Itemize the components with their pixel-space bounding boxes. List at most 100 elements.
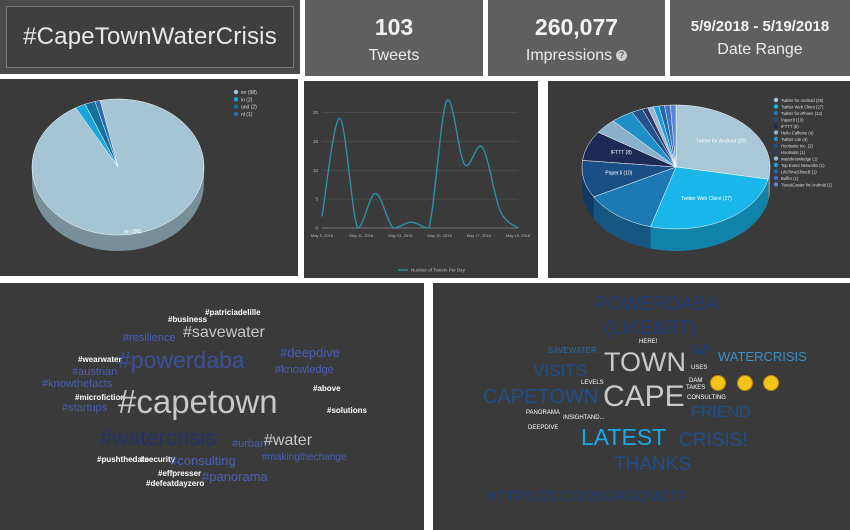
- word-word: DEEPDIVE: [528, 425, 559, 431]
- source-legend-label: Hootsuite Inc. (2): [781, 144, 813, 149]
- language-legend-marker: [233, 111, 239, 117]
- hashtag-word: #savewater: [183, 324, 265, 341]
- source-slice-label: Paper.li (10): [605, 171, 632, 177]
- word-word: USES: [691, 365, 708, 371]
- language-pie-chart: en (98)in (2)und (2)nl (1)en (98): [31, 89, 257, 251]
- hashtag-word: #watercrisis: [100, 425, 217, 450]
- source-legend-marker: [773, 162, 779, 168]
- hashtag-cloud: #patriciadelille #business #resilience #sav…: [0, 283, 424, 530]
- word-word: SAVEWATER: [548, 346, 597, 355]
- word-word: HTTPS://T.CO/26GAGQM2TF: [486, 488, 687, 505]
- word-word: VISITS: [533, 361, 587, 380]
- language-legend-label: und (2): [241, 105, 257, 111]
- hashtag-word: #security: [140, 455, 176, 464]
- source-slice-label: Twitter for Android (29): [696, 139, 747, 145]
- laughing-emoji-icon: [737, 375, 753, 391]
- source-pie-side: [582, 167, 594, 219]
- source-pie-slice: [669, 104, 677, 168]
- word-cloud-panel: POWERDABA (LIKE&RT) HERE! SAVEWATER TOWN W/WA…: [433, 283, 850, 530]
- source-pie-side: [650, 179, 769, 251]
- hashtag-word: #above: [313, 384, 341, 393]
- language-legend-label: nl (1): [241, 112, 253, 118]
- tweets-label: Tweets: [368, 47, 420, 64]
- word-word: CAPETOWN: [483, 386, 599, 408]
- help-icon[interactable]: ?: [616, 50, 628, 62]
- hashtag-word: #powerdaba: [118, 347, 245, 373]
- word-word: W/: [691, 342, 711, 359]
- source-legend-label: Twitter for Android (29): [781, 98, 824, 103]
- impressions-card: 260,077 Impressions?: [488, 0, 665, 76]
- language-legend-label: en (98): [241, 90, 257, 96]
- line-x-tick: May 11, 2018: [349, 233, 374, 238]
- source-legend-marker: [773, 175, 779, 181]
- hashtag-word: #startups: [62, 402, 108, 414]
- source-legend-label: waterknowledge (1): [781, 157, 818, 162]
- language-pie-side: [32, 167, 204, 251]
- word-word: PANORAMA: [526, 410, 560, 416]
- source-pie-slice: [675, 104, 771, 180]
- source-legend-marker: [773, 149, 779, 155]
- word-word: LATEST: [581, 424, 667, 450]
- hashtag-word: #defeatdayzero: [146, 479, 205, 488]
- hashtag-word: #resilience: [123, 332, 176, 344]
- hashtag-word: #austrian: [72, 366, 118, 378]
- hashtag-word: #consulting: [170, 453, 236, 468]
- source-legend-label: Twitter for iPhone (13): [781, 111, 823, 116]
- hashtag-panel: #CapeTownWaterCrisis: [0, 0, 300, 74]
- tweets-per-day-chart: 0 5 10 15 20 May 9, 2018 May 11, 2018 May 13, 2…: [311, 99, 531, 273]
- laughing-emoji-icon: [763, 375, 779, 391]
- source-legend-marker: [773, 123, 779, 129]
- word-word: TAKES: [686, 385, 706, 391]
- word-word: CRISIS!: [679, 430, 748, 451]
- source-pie-slice: [593, 166, 677, 227]
- source-legend-marker: [773, 117, 779, 122]
- source-legend-marker: [773, 143, 779, 148]
- line-y-tick: 0: [315, 226, 318, 231]
- word-word: (LIKE&RT): [605, 318, 697, 339]
- date-range-label: Date Range: [717, 41, 803, 58]
- language-legend-marker: [233, 89, 239, 95]
- source-legend-label: IFTTT (8): [781, 124, 799, 129]
- tweets-per-day-panel: 0 5 10 15 20 May 9, 2018 May 11, 2018 May 13, 2…: [304, 81, 538, 278]
- date-range-value: 5/9/2018 - 5/19/2018: [690, 18, 830, 35]
- impressions-label-row: Impressions?: [488, 47, 665, 65]
- language-slice-label: en (98): [124, 229, 142, 235]
- hashtag-word: #makingthechange: [262, 452, 347, 463]
- word-word: TOWN: [604, 347, 686, 377]
- line-x-tick: May 19, 2018: [506, 233, 531, 238]
- hashtag-word: #knowledge: [275, 364, 334, 376]
- language-pie-panel: en (98) in (2) und (2) nl (1) en (98): [0, 79, 298, 276]
- hashtag-cloud-panel: #patriciadelille #business #resilience #sav…: [0, 283, 424, 530]
- source-slice-label: Twitter Web Client (27): [681, 196, 732, 202]
- hashtag-word: #panorama: [202, 469, 268, 484]
- source-legend-label: Hootsuite (1): [781, 150, 806, 155]
- hashtag-word: #deepdive: [280, 345, 340, 360]
- source-legend-label: Twitter Lite (4): [781, 137, 808, 142]
- tweets-card: 103 Tweets: [305, 0, 483, 76]
- hashtag-word: #patriciadelille: [205, 308, 261, 317]
- language-pie-slice: [94, 100, 119, 168]
- source-pie-chart: Twitter for Android (29) Twitter Web Clie…: [581, 97, 833, 251]
- word-word: THANKS: [614, 454, 692, 475]
- hashtag-word: #effpresser: [158, 469, 202, 478]
- source-pie-panel: Twitter for Android (29) Twitter Web Clie…: [548, 81, 850, 278]
- source-legend-label: Paper.li (10): [781, 118, 804, 123]
- word-word: POWERDABA: [595, 294, 719, 315]
- language-legend-marker: [233, 97, 239, 102]
- source-legend-marker: [773, 169, 779, 174]
- source-legend-marker: [773, 136, 779, 142]
- source-slice-label: IFTTT (8): [611, 150, 632, 156]
- word-word: WATERCRISIS: [718, 349, 807, 364]
- hashtag-word: #capetown: [118, 383, 278, 420]
- source-legend-label: LifeTimeShineB (1): [781, 170, 817, 175]
- word-word: CAPE: [603, 380, 685, 413]
- line-legend-label: Number of Tweets Per Day: [411, 268, 466, 273]
- source-legend-label: TweetCaster for Android (1): [781, 183, 833, 188]
- word-word: FRIEND: [691, 404, 751, 421]
- source-legend-label: Top Event Networks (1): [781, 163, 825, 168]
- line-x-tick: May 17, 2018: [467, 233, 492, 238]
- word-word: DAM: [689, 378, 703, 384]
- word-word: LEVELS: [581, 380, 604, 386]
- word-word: INSIGHTAND...: [563, 415, 605, 421]
- impressions-count: 260,077: [534, 14, 619, 40]
